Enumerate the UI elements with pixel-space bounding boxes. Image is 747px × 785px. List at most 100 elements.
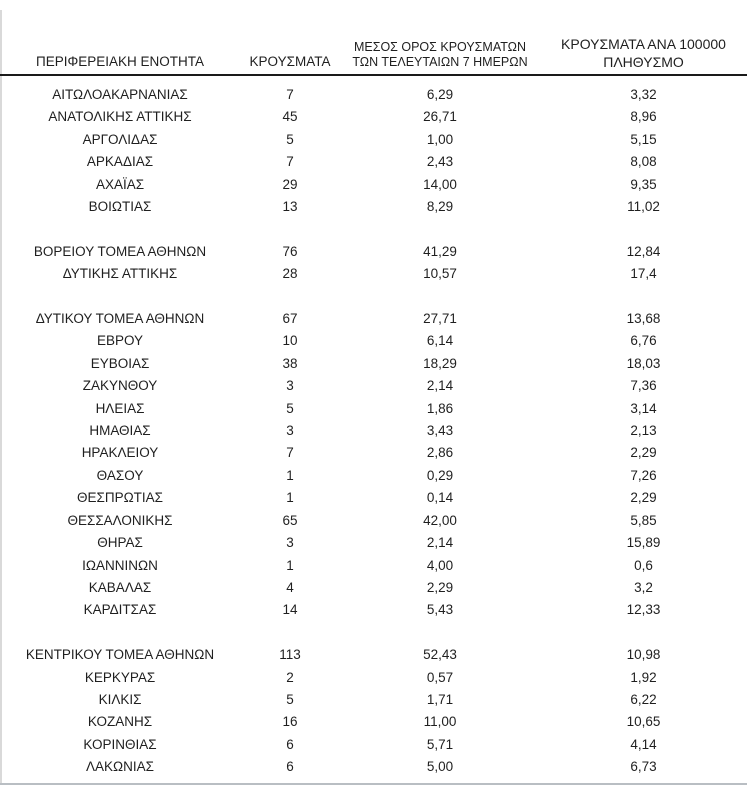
avg7-cell: 6,29	[426, 87, 454, 102]
spacer-cell	[0, 286, 240, 308]
spacer-cell	[340, 75, 540, 84]
region-cell: ΚΙΛΚΙΣ	[98, 691, 142, 707]
cases-cell: 4	[286, 579, 294, 595]
per100k-cell: 0,6	[634, 557, 653, 573]
table-row: ΗΛΕΙΑΣ 5 1,86 3,14	[0, 398, 747, 420]
region-cell: ΔΥΤΙΚΟΥ ΤΟΜΕΑ ΑΘΗΝΩΝ	[35, 311, 205, 327]
per100k-cell: 17,4	[630, 266, 657, 282]
per100k-cell: 8,96	[630, 109, 657, 125]
region-cell: ΗΛΕΙΑΣ	[95, 400, 145, 416]
spacer-row	[0, 75, 747, 84]
per100k-cell: 8,08	[630, 154, 657, 170]
avg7-cell: 6,14	[426, 333, 454, 349]
spacer-row	[0, 286, 747, 308]
cases-cell: 67	[282, 311, 298, 327]
cases-cell: 3	[286, 535, 294, 551]
per100k-cell: 7,26	[630, 467, 657, 483]
spacer-cell	[0, 75, 240, 84]
region-cell: ΕΒΡΟΥ	[96, 333, 144, 349]
region-cell: ΕΥΒΟΙΑΣ	[90, 355, 150, 371]
table-row: ΗΜΑΘΙΑΣ 3 3,43 2,13	[0, 420, 747, 442]
per100k-cell: 1,92	[630, 669, 657, 685]
cases-cell: 1	[286, 490, 294, 506]
cases-cell: 7	[286, 445, 294, 461]
cases-cell: 1	[286, 467, 294, 483]
cases-cell: 16	[282, 714, 298, 730]
table-row: ΘΗΡΑΣ 3 2,14 15,89	[0, 532, 747, 554]
per100k-cell: 5,15	[630, 131, 657, 147]
avg7-cell: 27,71	[423, 311, 457, 327]
header-cases-per-100k-line1: ΚΡΟΥΣΜΑΤΑ ΑΝΑ 100000	[561, 36, 726, 52]
avg7-cell: 2,86	[426, 445, 454, 461]
region-cell: ΑΙΤΩΛΟΑΚΑΡΝΑΝΙΑΣ	[52, 87, 188, 102]
avg7-cell: 3,43	[426, 423, 454, 439]
region-cell: ΘΑΣΟΥ	[96, 467, 144, 483]
table-row: ΗΡΑΚΛΕΙΟΥ 7 2,86 2,29	[0, 442, 747, 464]
table-row: ΑΡΚΑΔΙΑΣ 7 2,43 8,08	[0, 151, 747, 173]
per100k-cell: 4,14	[630, 736, 657, 752]
header-row: ΠΕΡΙΦΕΡΕΙΑΚΗ ΕΝΟΤΗΤΑ ΚΡΟΥΣΜΑΤΑ ΜΕΣΟΣ ΟΡΟ…	[0, 0, 747, 76]
table-row: ΒΟΡΕΙΟΥ ΤΟΜΕΑ ΑΘΗΝΩΝ 76 41,29 12,84	[0, 241, 747, 263]
cases-cell: 5	[286, 131, 294, 147]
header-7day-average-line2: ΤΩΝ ΤΕΛΕΥΤΑΙΩΝ 7 ΗΜΕΡΩΝ	[352, 55, 528, 70]
per100k-cell: 2,29	[630, 445, 657, 461]
region-cell: ΘΗΡΑΣ	[97, 535, 143, 551]
region-cell: ΖΑΚΥΝΘΟΥ	[82, 378, 158, 394]
avg7-cell: 2,29	[426, 579, 454, 595]
avg7-cell: 0,29	[426, 467, 454, 483]
spacer-cell	[0, 622, 240, 644]
avg7-cell: 10,57	[423, 266, 457, 282]
cases-cell: 5	[286, 400, 294, 416]
avg7-cell: 4,00	[426, 557, 454, 573]
avg7-cell: 1,86	[426, 400, 454, 416]
per100k-cell: 18,03	[626, 355, 661, 371]
table-row: ΕΒΡΟΥ 10 6,14 6,76	[0, 330, 747, 352]
spacer-row	[0, 622, 747, 644]
region-cell: ΘΕΣΣΑΛΟΝΙΚΗΣ	[67, 512, 173, 528]
cases-cell: 5	[286, 691, 294, 707]
table-row: ΚΟΡΙΝΘΙΑΣ 6 5,71 4,14	[0, 734, 747, 756]
header-regional-unit: ΠΕΡΙΦΕΡΕΙΑΚΗ ΕΝΟΤΗΤΑ	[0, 0, 240, 76]
per100k-cell: 6,76	[630, 333, 657, 349]
avg7-cell: 41,29	[423, 243, 457, 259]
avg7-cell: 1,00	[426, 131, 454, 147]
spacer-cell	[540, 286, 747, 308]
spacer-row	[0, 218, 747, 240]
bottom-rule	[0, 783, 747, 785]
cases-cell: 3	[286, 378, 294, 394]
per100k-cell: 6,73	[630, 759, 657, 775]
avg7-cell: 5,71	[426, 736, 454, 752]
per100k-cell: 12,33	[626, 602, 661, 618]
table-row: ΙΩΑΝΝΙΝΩΝ 1 4,00 0,6	[0, 555, 747, 577]
avg7-cell: 11,00	[423, 714, 457, 730]
per100k-cell: 9,35	[630, 176, 657, 192]
region-cell: ΔΥΤΙΚΗΣ ΑΤΤΙΚΗΣ	[62, 266, 178, 282]
spacer-cell	[340, 286, 540, 308]
table-row: ΚΑΡΔΙΤΣΑΣ 14 5,43 12,33	[0, 599, 747, 621]
spacer-cell	[240, 286, 340, 308]
region-cell: ΑΝΑΤΟΛΙΚΗΣ ΑΤΤΙΚΗΣ	[48, 109, 192, 125]
region-cell: ΚΟΖΑΝΗΣ	[87, 714, 153, 730]
table-row: ΘΑΣΟΥ 1 0,29 7,26	[0, 465, 747, 487]
avg7-cell: 8,29	[426, 199, 454, 215]
avg7-cell: 2,14	[426, 535, 454, 551]
table-row: ΕΥΒΟΙΑΣ 38 18,29 18,03	[0, 353, 747, 375]
header-7day-average-line1: ΜΕΣΟΣ ΟΡΟΣ ΚΡΟΥΣΜΑΤΩΝ	[353, 39, 527, 54]
region-cell: ΑΡΚΑΔΙΑΣ	[86, 154, 154, 170]
table-header: ΠΕΡΙΦΕΡΕΙΑΚΗ ΕΝΟΤΗΤΑ ΚΡΟΥΣΜΑΤΑ ΜΕΣΟΣ ΟΡΟ…	[0, 0, 747, 76]
table-row: ΘΕΣΠΡΩΤΙΑΣ 1 0,14 2,29	[0, 487, 747, 509]
spacer-cell	[240, 622, 340, 644]
per100k-cell: 10,98	[626, 647, 661, 663]
region-cell: ΚΕΡΚΥΡΑΣ	[84, 669, 156, 685]
header-7day-average: ΜΕΣΟΣ ΟΡΟΣ ΚΡΟΥΣΜΑΤΩΝ ΤΩΝ ΤΕΛΕΥΤΑΙΩΝ 7 Η…	[340, 0, 540, 76]
table-row: ΚΟΖΑΝΗΣ 16 11,00 10,65	[0, 711, 747, 733]
spacer-cell	[340, 218, 540, 240]
spacer-cell	[340, 622, 540, 644]
region-cell: ΚΕΝΤΡΙΚΟΥ ΤΟΜΕΑ ΑΘΗΝΩΝ	[25, 647, 215, 663]
per100k-cell: 6,22	[630, 691, 657, 707]
cases-cell: 3	[286, 423, 294, 439]
table-row: ΘΕΣΣΑΛΟΝΙΚΗΣ 65 42,00 5,85	[0, 510, 747, 532]
avg7-cell: 42,00	[423, 512, 457, 528]
cases-cell: 76	[282, 243, 298, 259]
